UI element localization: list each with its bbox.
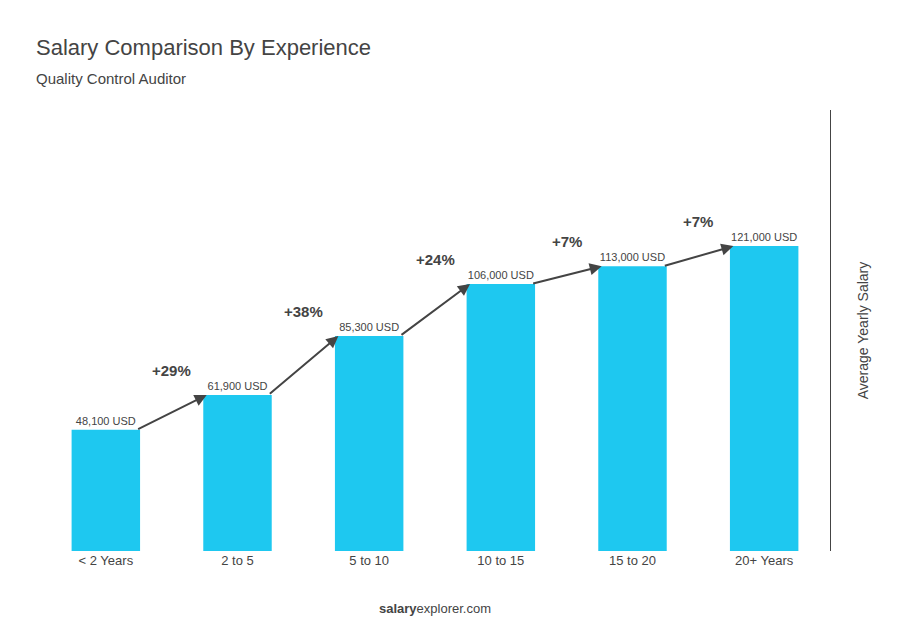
svg-text:+7%: +7% bbox=[552, 233, 582, 250]
svg-text:< 2 Years: < 2 Years bbox=[79, 553, 134, 568]
svg-text:+38%: +38% bbox=[284, 303, 323, 320]
svg-text:113,000 USD: 113,000 USD bbox=[600, 251, 665, 263]
svg-text:+7%: +7% bbox=[683, 213, 713, 230]
svg-text:20+ Years: 20+ Years bbox=[735, 553, 794, 568]
svg-text:106,000 USD: 106,000 USD bbox=[468, 269, 534, 281]
svg-text:salaryexplorer.com: salaryexplorer.com bbox=[379, 601, 491, 616]
svg-text:48,100 USD: 48,100 USD bbox=[76, 415, 136, 427]
svg-text:121,000 USD: 121,000 USD bbox=[731, 231, 797, 243]
svg-text:85,300 USD: 85,300 USD bbox=[339, 321, 399, 333]
svg-text:10 to 15: 10 to 15 bbox=[477, 553, 524, 568]
svg-text:61,900 USD: 61,900 USD bbox=[208, 380, 268, 392]
svg-text:Quality Control Auditor: Quality Control Auditor bbox=[36, 70, 186, 87]
svg-text:2 to 5: 2 to 5 bbox=[221, 553, 254, 568]
svg-text:+29%: +29% bbox=[152, 362, 191, 379]
svg-text:Salary Comparison By Experienc: Salary Comparison By Experience bbox=[36, 35, 371, 60]
svg-text:Average Yearly Salary: Average Yearly Salary bbox=[855, 262, 871, 400]
svg-text:15 to 20: 15 to 20 bbox=[609, 553, 656, 568]
svg-text:+24%: +24% bbox=[416, 251, 455, 268]
svg-text:5 to 10: 5 to 10 bbox=[349, 553, 389, 568]
